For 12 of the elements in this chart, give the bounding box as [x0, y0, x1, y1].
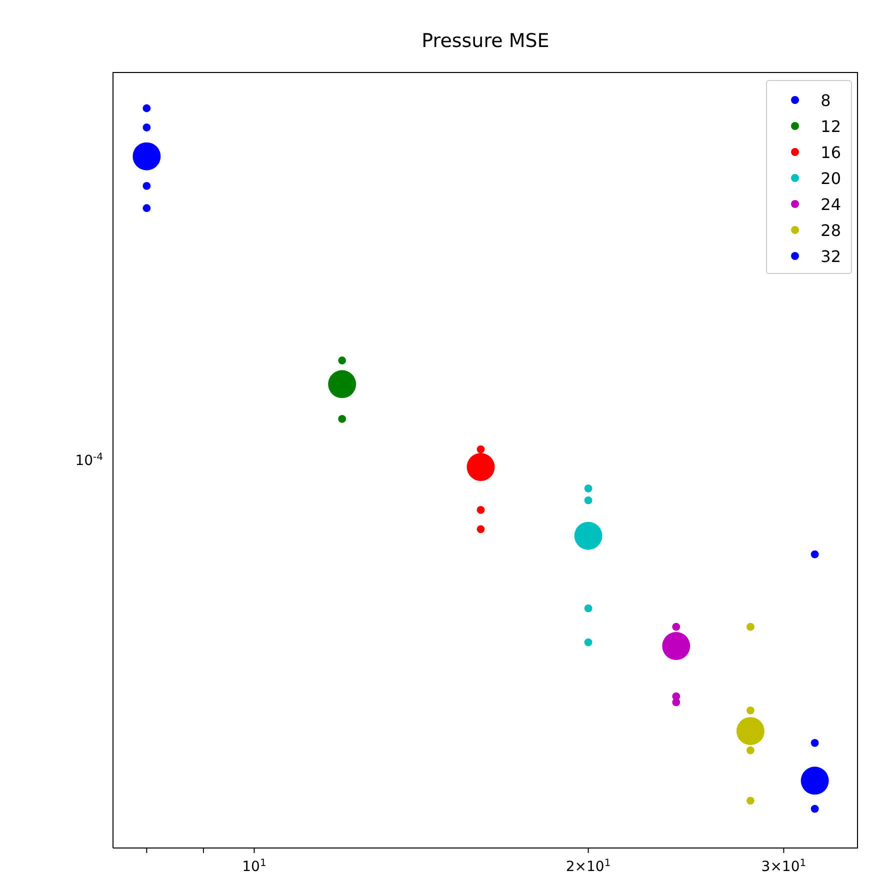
legend-label: 16 [820, 142, 841, 162]
legend-label: 20 [820, 168, 841, 188]
legend-label: 24 [820, 194, 841, 214]
legend-label: 8 [820, 90, 831, 110]
x-tick-label: 10$^{1}$ [242, 858, 266, 875]
text: 10$^{-4}$ [75, 452, 103, 469]
legend-label: 28 [820, 220, 841, 240]
legend-label: 12 [820, 116, 841, 136]
chart-title: Pressure MSE [420, 30, 550, 52]
x-tick-label: 2×10$^{1}$ [566, 858, 611, 875]
x-tick-label: 3×10$^{1}$ [761, 858, 806, 875]
legend-label: 32 [820, 246, 841, 266]
